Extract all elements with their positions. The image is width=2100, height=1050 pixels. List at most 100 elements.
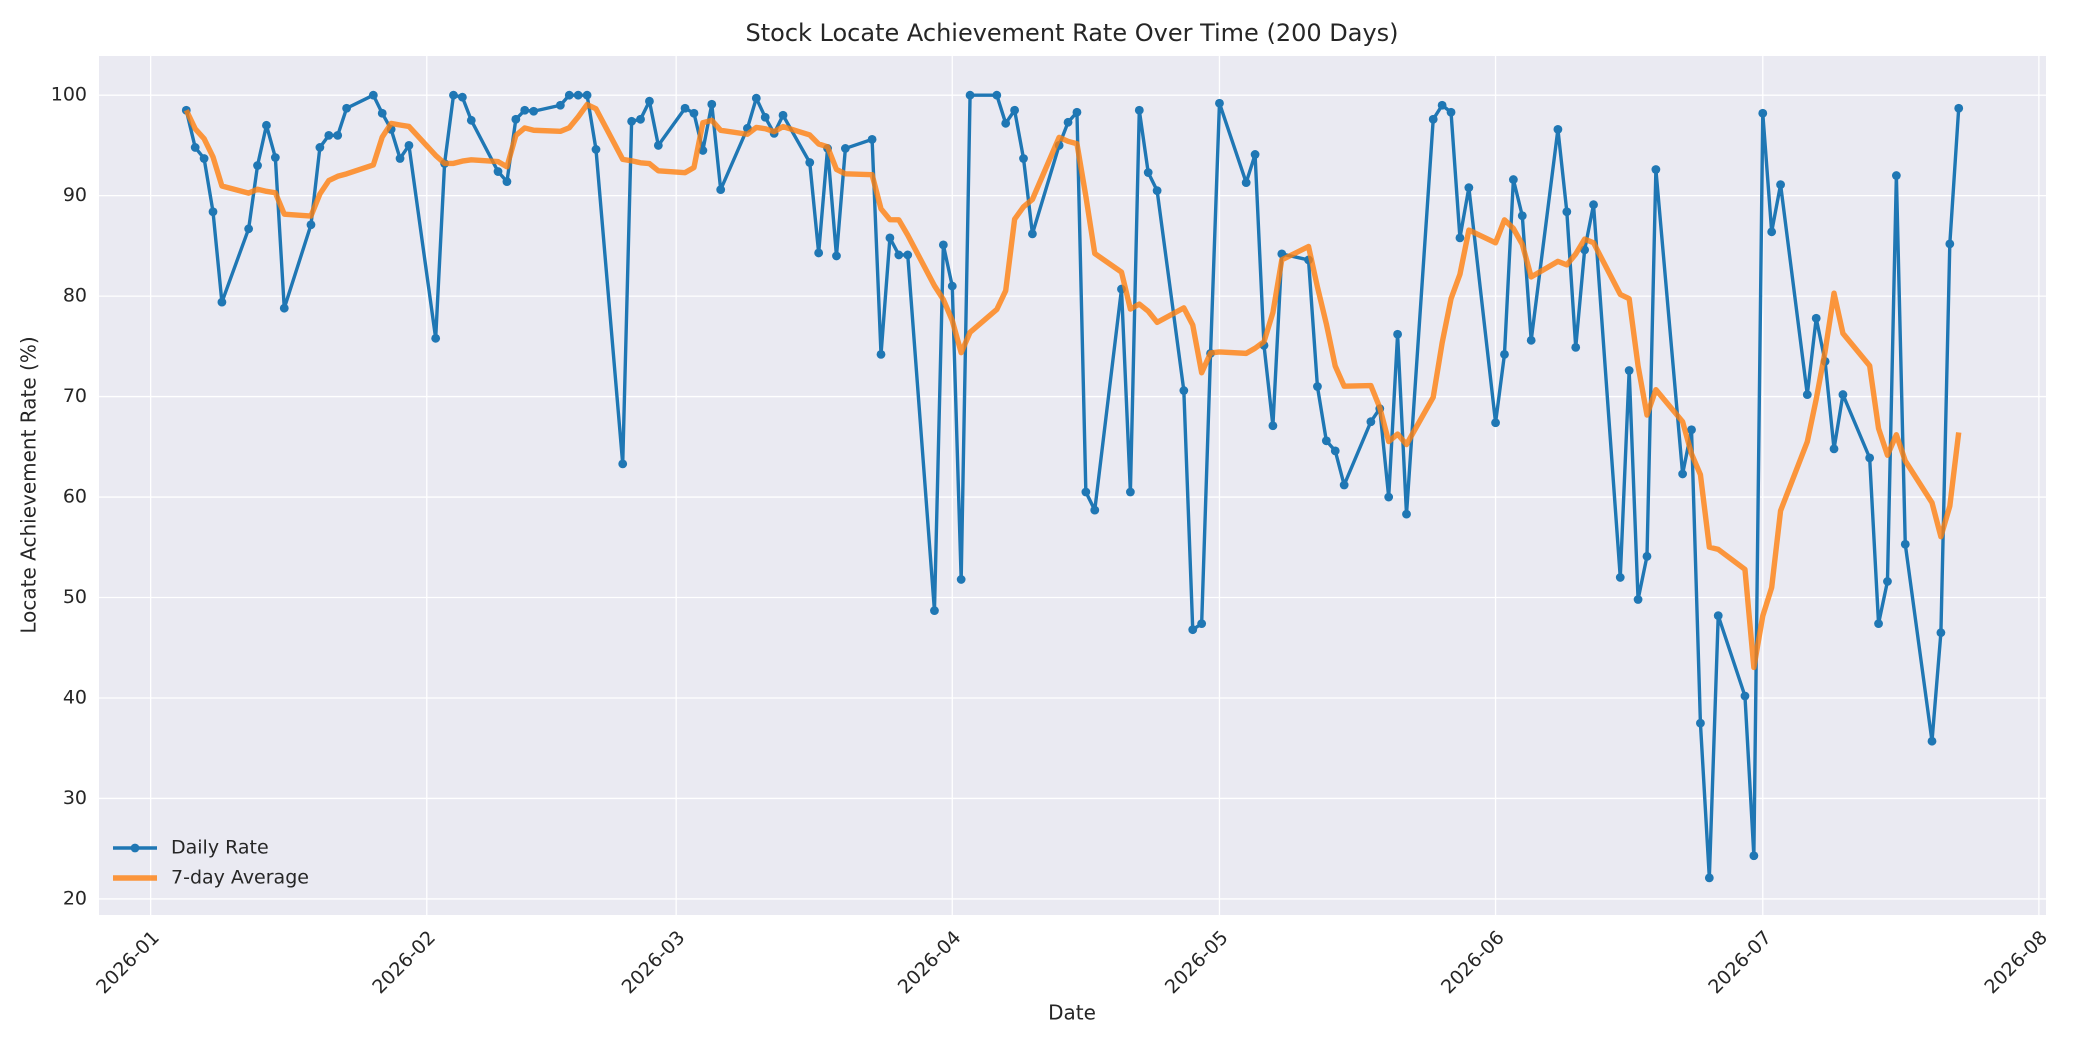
legend-marker: [130, 843, 140, 853]
data-point: [1624, 366, 1634, 375]
data-point: [270, 153, 280, 162]
data-point: [1900, 539, 1910, 549]
data-point: [653, 141, 663, 150]
data-point: [680, 103, 690, 113]
data-point: [1366, 417, 1376, 427]
data-point: [751, 93, 761, 103]
data-point: [582, 90, 592, 100]
data-point: [1874, 619, 1883, 629]
data-point: [698, 146, 708, 155]
data-point: [511, 114, 521, 124]
data-point: [1740, 691, 1750, 701]
data-point: [894, 250, 904, 260]
data-point: [716, 185, 726, 195]
x-tick-label: 2026-07: [1704, 927, 1776, 999]
data-point: [1446, 107, 1456, 117]
data-point: [1883, 577, 1892, 586]
data-point: [1927, 736, 1937, 746]
data-point: [965, 90, 975, 100]
data-point: [707, 99, 717, 109]
data-point: [1455, 233, 1465, 243]
data-point: [529, 106, 539, 116]
data-point: [778, 110, 788, 120]
data-point: [1571, 342, 1581, 352]
x-tick-label: 2026-05: [1161, 927, 1233, 999]
data-point: [324, 130, 334, 140]
data-point: [315, 143, 325, 152]
data-point: [190, 143, 200, 152]
data-point: [1001, 118, 1011, 128]
data-point: [208, 207, 218, 217]
y-axis-label: Locate Achievement Rate (%): [17, 336, 41, 633]
data-point: [520, 105, 530, 115]
x-tick-label: 2026-03: [618, 927, 690, 999]
data-point: [885, 233, 895, 243]
data-point: [645, 96, 654, 106]
data-point: [992, 90, 1002, 100]
data-point: [466, 115, 476, 125]
plot-background: [99, 56, 2046, 915]
data-point: [1562, 207, 1572, 217]
data-point: [199, 154, 209, 163]
data-point: [1758, 108, 1768, 118]
data-point: [1179, 386, 1189, 395]
data-point: [1330, 446, 1340, 456]
data-point: [368, 90, 378, 100]
data-point: [627, 116, 637, 126]
data-point: [1384, 492, 1394, 502]
data-point: [1081, 487, 1091, 497]
data-point: [217, 297, 227, 307]
data-point: [805, 158, 815, 167]
data-point: [1678, 469, 1688, 479]
data-point: [1829, 444, 1839, 454]
data-point: [956, 575, 966, 584]
x-tick-label: 2026-01: [92, 927, 164, 999]
data-point: [1615, 573, 1625, 582]
data-point: [1936, 628, 1946, 638]
data-point: [573, 90, 583, 100]
data-point: [938, 240, 948, 250]
data-point: [555, 100, 565, 110]
data-point: [1526, 335, 1536, 345]
data-point: [832, 251, 841, 261]
data-point: [1687, 425, 1696, 435]
y-tick-label: 50: [63, 586, 87, 608]
data-point: [333, 130, 343, 140]
x-tick-label: 2026-02: [368, 927, 440, 999]
y-tick-label: 90: [63, 184, 87, 206]
data-point: [1589, 200, 1598, 210]
data-point: [1713, 611, 1723, 621]
data-point: [1838, 390, 1848, 399]
data-point: [1464, 183, 1474, 193]
x-tick-label: 2026-06: [1437, 927, 1509, 999]
data-point: [1945, 239, 1955, 249]
data-point: [262, 120, 271, 130]
data-point: [760, 112, 770, 122]
x-tick-label: 2026-08: [1980, 927, 2052, 999]
data-point: [1028, 229, 1037, 239]
data-point: [1802, 390, 1812, 399]
data-point: [306, 220, 316, 230]
data-point: [404, 141, 414, 150]
data-point: [431, 333, 441, 343]
data-point: [1704, 873, 1714, 883]
data-point: [1125, 487, 1135, 497]
data-point: [253, 161, 262, 170]
data-point: [1553, 124, 1563, 134]
data-point: [1776, 180, 1785, 189]
data-point: [1954, 103, 1964, 113]
data-point: [1749, 851, 1759, 861]
data-point: [1428, 114, 1438, 124]
x-tick-label: 2026-04: [894, 927, 966, 999]
data-point: [840, 144, 850, 153]
data-point: [591, 145, 601, 154]
y-tick-label: 80: [63, 285, 87, 307]
data-point: [636, 114, 645, 124]
y-tick-label: 20: [63, 887, 87, 909]
y-tick-label: 70: [63, 385, 87, 407]
data-point: [1019, 154, 1028, 163]
data-point: [244, 224, 254, 234]
chart-title: Stock Locate Achievement Rate Over Time …: [745, 19, 1398, 47]
